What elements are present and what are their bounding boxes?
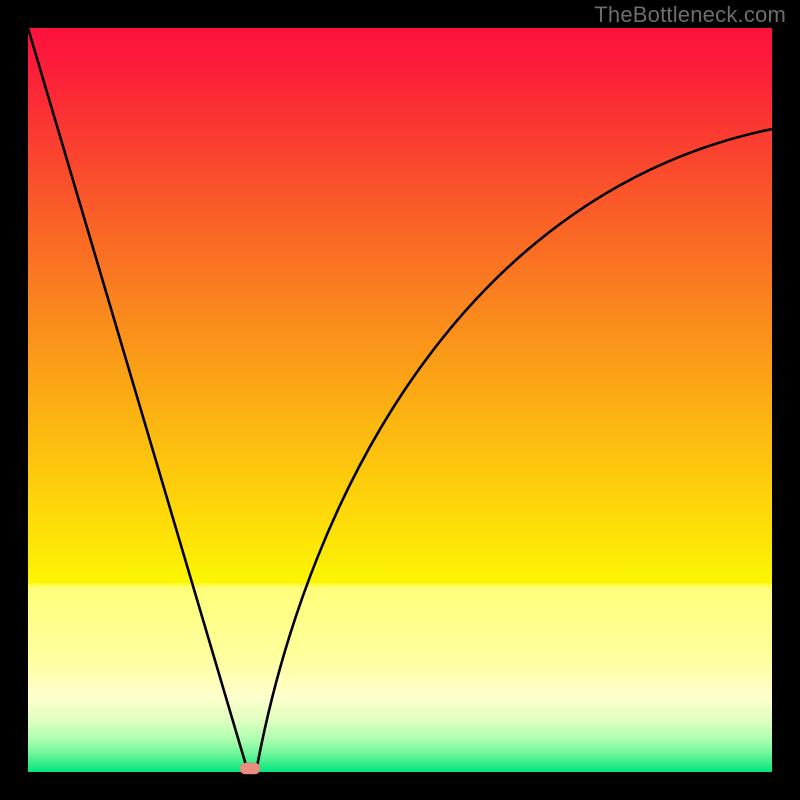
minimum-marker — [240, 763, 260, 774]
chart-container: { "watermark": { "text": "TheBottleneck.… — [0, 0, 800, 800]
bottleneck-chart — [0, 0, 800, 800]
watermark-text: TheBottleneck.com — [594, 2, 786, 28]
plot-background — [28, 28, 772, 772]
